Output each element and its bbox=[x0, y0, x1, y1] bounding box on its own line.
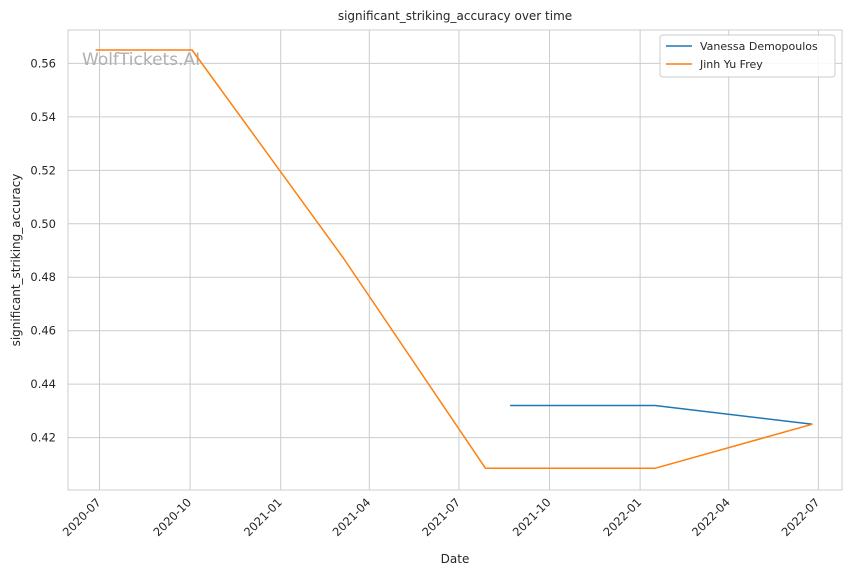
series-lines bbox=[95, 49, 813, 470]
legend-box bbox=[659, 34, 836, 78]
x-tick-label: 2020-10 bbox=[150, 495, 194, 539]
plot-frame bbox=[67, 29, 843, 491]
series-line-1 bbox=[510, 404, 813, 425]
y-tick-label: 0.48 bbox=[30, 270, 56, 284]
x-tick-label: 2022-01 bbox=[600, 495, 644, 539]
y-tick-label: 0.46 bbox=[30, 324, 56, 338]
y-tick-label: 0.44 bbox=[30, 377, 56, 391]
y-tick-label: 0.54 bbox=[30, 110, 56, 124]
x-axis-label: Date bbox=[441, 552, 470, 566]
x-tick-label: 2021-01 bbox=[241, 495, 285, 539]
x-tick-label: 2021-10 bbox=[510, 495, 554, 539]
y-tick-label: 0.50 bbox=[30, 217, 56, 231]
series-line-2 bbox=[95, 49, 813, 470]
x-tick-label: 2021-07 bbox=[419, 495, 463, 539]
plot-area bbox=[68, 30, 842, 490]
x-tick-label: 2022-04 bbox=[689, 495, 733, 539]
watermark: WolfTickets.AI bbox=[82, 50, 200, 70]
y-tick-label: 0.52 bbox=[30, 163, 56, 177]
legend-label: Jinh Yu Frey bbox=[699, 58, 763, 71]
y-tick-label: 0.56 bbox=[30, 56, 56, 70]
chart-title: significant_striking_accuracy over time bbox=[338, 9, 572, 23]
y-axis-label: significant_striking_accuracy bbox=[9, 174, 23, 347]
x-tick-label: 2020-07 bbox=[60, 495, 104, 539]
x-tick-label: 2021-04 bbox=[330, 495, 374, 539]
grid bbox=[68, 30, 842, 490]
legend: Vanessa Demopoulos Jinh Yu Frey bbox=[659, 34, 836, 78]
legend-label: Vanessa Demopoulos bbox=[700, 40, 818, 53]
y-tick-label: 0.42 bbox=[30, 431, 56, 445]
x-tick-label: 2022-07 bbox=[779, 495, 823, 539]
